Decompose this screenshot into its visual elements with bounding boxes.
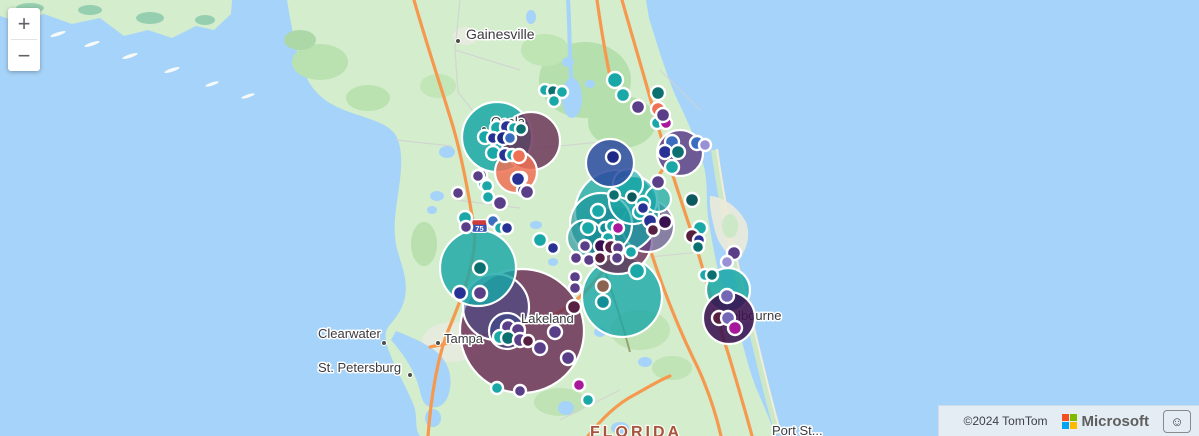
data-bubble[interactable] [450, 185, 466, 201]
data-bubble[interactable] [649, 84, 667, 102]
data-bubble[interactable] [531, 231, 549, 249]
data-bubble[interactable] [726, 319, 744, 337]
data-bubble[interactable] [718, 287, 736, 305]
shield-number: 75 [475, 224, 483, 233]
data-bubble[interactable] [623, 244, 639, 260]
feedback-button[interactable]: ☺ [1163, 409, 1191, 433]
data-bubble[interactable] [568, 250, 584, 266]
city-label: Tampa [444, 331, 484, 346]
data-bubble[interactable] [513, 121, 529, 137]
data-bubble[interactable] [458, 219, 474, 235]
city-dot [407, 372, 413, 378]
data-bubble[interactable] [589, 202, 607, 220]
data-bubble[interactable] [704, 267, 720, 283]
coastal-strip [0, 0, 255, 99]
data-bubble[interactable] [690, 239, 706, 255]
data-bubble[interactable] [604, 148, 622, 166]
data-bubble[interactable] [594, 277, 612, 295]
data-bubble[interactable] [499, 220, 515, 236]
data-bubble[interactable] [546, 323, 564, 341]
data-bubble[interactable] [579, 219, 597, 237]
data-bubble[interactable] [512, 383, 528, 399]
data-bubble[interactable] [480, 189, 496, 205]
data-bubble[interactable] [577, 238, 593, 254]
data-bubble[interactable] [520, 333, 536, 349]
data-bubble[interactable] [565, 298, 583, 316]
data-bubble[interactable] [719, 254, 735, 270]
data-bubble[interactable] [605, 70, 625, 90]
data-bubble[interactable] [531, 339, 549, 357]
city-dot [381, 340, 387, 346]
zoom-control: + − [8, 8, 40, 71]
data-bubble[interactable] [580, 392, 596, 408]
data-bubble[interactable] [614, 86, 632, 104]
data-bubble[interactable] [559, 349, 577, 367]
data-bubble[interactable] [645, 222, 661, 238]
cape-canaveral [709, 196, 749, 260]
minus-icon: − [17, 42, 31, 68]
data-bubble[interactable] [510, 147, 528, 165]
zoom-divider [11, 39, 37, 40]
city-label: Lakeland [521, 311, 574, 326]
zoom-in-button[interactable]: + [8, 8, 40, 39]
data-bubble[interactable] [635, 200, 651, 216]
microsoft-wordmark: Microsoft [1081, 412, 1150, 430]
sr-road [586, 374, 672, 436]
data-bubble[interactable] [567, 280, 583, 296]
attribution-bar: ©2024 TomTom Microsoft ☺ [938, 405, 1199, 436]
city-dot [435, 340, 441, 346]
city-label: Gainesville [466, 26, 535, 42]
microsoft-logo-icon [1061, 413, 1077, 429]
microsoft-brand: Microsoft [1061, 412, 1150, 430]
data-bubble[interactable] [654, 106, 672, 124]
data-bubble[interactable] [649, 173, 667, 191]
data-bubble[interactable] [663, 158, 681, 176]
state-label: FLORIDA [590, 424, 682, 436]
data-bubble[interactable] [571, 377, 587, 393]
data-bubble[interactable] [594, 293, 612, 311]
city-dot [455, 38, 461, 44]
feedback-smiley-icon: ☺ [1170, 413, 1184, 429]
city-label: St. Petersburg [318, 360, 401, 375]
data-bubble[interactable] [592, 250, 608, 266]
turnpike-road [649, 250, 723, 436]
data-bubble[interactable] [502, 130, 518, 146]
data-bubble[interactable] [491, 194, 509, 212]
data-bubble[interactable] [609, 250, 625, 266]
tampa-bay [391, 331, 451, 408]
tomtom-copyright: ©2024 TomTom [963, 414, 1048, 428]
data-bubble[interactable] [610, 220, 626, 236]
data-bubble[interactable] [656, 213, 674, 231]
data-bubble[interactable] [554, 84, 570, 100]
data-bubble[interactable] [545, 240, 561, 256]
data-bubble[interactable] [606, 187, 622, 203]
data-bubble[interactable] [518, 183, 536, 201]
data-bubble[interactable] [470, 168, 486, 184]
dot-layer [450, 70, 744, 408]
sandbar-streaks [50, 31, 255, 99]
interstate-75-shield: 75 [471, 219, 488, 233]
zoom-out-button[interactable]: − [8, 40, 40, 71]
data-bubble[interactable] [471, 284, 489, 302]
data-bubble[interactable] [489, 380, 505, 396]
data-bubble[interactable] [669, 143, 687, 161]
data-bubble[interactable] [697, 137, 713, 153]
data-bubble[interactable] [509, 170, 527, 188]
plus-icon: + [17, 10, 31, 36]
data-bubble[interactable] [471, 259, 489, 277]
data-bubble[interactable] [627, 261, 647, 281]
city-label-partial: Port St... [772, 423, 823, 436]
data-bubble[interactable] [629, 98, 647, 116]
data-bubble[interactable] [683, 191, 701, 209]
data-bubble[interactable] [451, 284, 469, 302]
data-bubble[interactable] [546, 93, 562, 109]
city-label: Clearwater [318, 326, 382, 341]
